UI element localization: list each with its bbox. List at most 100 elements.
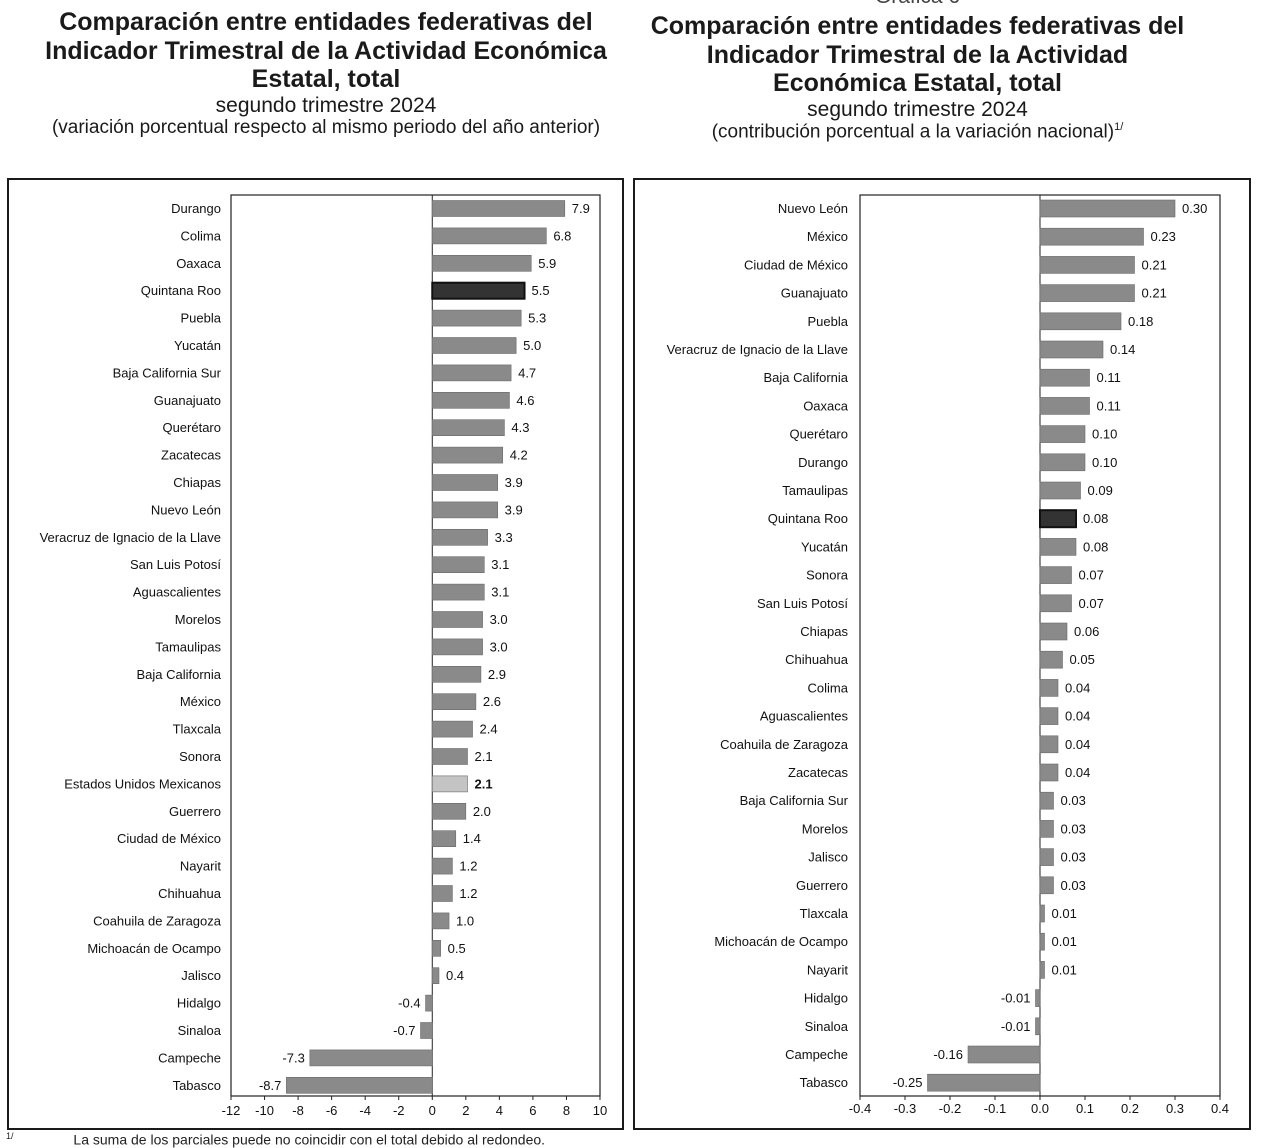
left-category-label-26: Coahuila de Zaragoza — [93, 913, 222, 928]
left-tick-label-8: 4 — [496, 1103, 503, 1118]
right-value-label-24: 0.03 — [1061, 878, 1086, 893]
right-category-label-1: México — [807, 229, 848, 244]
right-value-label-9: 0.10 — [1092, 455, 1117, 470]
right-bar-19 — [1039, 735, 1059, 754]
right-category-label-4: Puebla — [808, 314, 849, 329]
left-value-label-13: 3.1 — [491, 557, 509, 572]
left-value-label-14: 3.1 — [491, 585, 509, 600]
right-value-label-13: 0.07 — [1079, 568, 1104, 583]
right-bar-23 — [1039, 848, 1054, 866]
right-bar-3 — [1039, 284, 1135, 302]
footnote: 1/ La suma de los parciales puede no coi… — [6, 1131, 545, 1148]
left-bar-16 — [431, 638, 483, 656]
left-value-label-3: 5.5 — [532, 283, 550, 298]
left-category-label-27: Michoacán de Ocampo — [87, 941, 221, 956]
left-tick-label-0: -12 — [222, 1103, 241, 1118]
left-value-label-25: 1.2 — [459, 886, 477, 901]
right-category-label-0: Nuevo León — [778, 201, 848, 216]
left-value-label-21: 2.1 — [474, 776, 492, 791]
right-tick-label-8: 0.4 — [1211, 1101, 1229, 1116]
left-category-label-2: Oaxaca — [176, 256, 222, 271]
right-bar-27 — [1039, 961, 1045, 979]
left-bar-9 — [431, 446, 504, 464]
right-tick-label-3: -0.1 — [984, 1101, 1006, 1116]
left-category-label-25: Chihuahua — [158, 886, 222, 901]
left-value-label-4: 5.3 — [528, 311, 546, 326]
right-chart: -0.4 -0.3 -0.2 -0.1 0.0 0.1 0.2 0.3 0.4 Nuevo Leó… — [667, 194, 1229, 1116]
left-value-label-0: 7.9 — [572, 201, 590, 216]
left-value-label-30: -0.7 — [393, 1023, 415, 1038]
right-category-label-2: Ciudad de México — [744, 257, 848, 272]
right-bar-14 — [1039, 594, 1072, 613]
right-category-label-27: Nayarit — [807, 962, 849, 977]
right-bar-5 — [1039, 340, 1104, 359]
left-bar-27 — [431, 939, 441, 957]
left-chart-subtitle: segundo trimestre 2024 — [215, 93, 437, 117]
right-value-label-28: -0.01 — [1001, 991, 1031, 1006]
right-value-label-25: 0.01 — [1052, 906, 1077, 921]
left-bar-28 — [431, 967, 440, 985]
left-bar-17 — [431, 665, 482, 683]
right-category-label-10: Tamaulipas — [782, 483, 848, 498]
right-bar-1 — [1039, 227, 1144, 246]
left-bar-0 — [431, 200, 566, 217]
left-tick-label-10: 8 — [563, 1103, 570, 1118]
right-category-label-25: Tlaxcala — [800, 906, 849, 921]
left-category-label-30: Sinaloa — [178, 1023, 222, 1038]
right-category-label-28: Hidalgo — [804, 991, 848, 1006]
left-bar-14 — [431, 583, 485, 601]
left-value-label-17: 2.9 — [488, 667, 506, 682]
left-value-label-20: 2.1 — [474, 749, 492, 764]
right-category-label-15: Chiapas — [800, 624, 848, 639]
right-bar-18 — [1039, 707, 1059, 725]
left-category-label-24: Nayarit — [180, 859, 222, 874]
right-chart-note: (contribución porcentual a la variación … — [711, 121, 1124, 143]
left-bar-26 — [431, 912, 450, 930]
right-value-label-18: 0.04 — [1065, 709, 1090, 724]
right-value-label-27: 0.01 — [1052, 962, 1077, 977]
right-chart-subtitle: segundo trimestre 2024 — [807, 97, 1028, 121]
right-value-label-23: 0.03 — [1061, 850, 1086, 865]
left-tick-label-11: 10 — [593, 1103, 607, 1118]
left-category-label-12: Veracruz de Ignacio de la Llave — [40, 530, 221, 545]
left-value-label-12: 3.3 — [495, 530, 513, 545]
right-value-label-1: 0.23 — [1151, 229, 1176, 244]
left-bar-7 — [431, 391, 510, 409]
right-value-label-14: 0.07 — [1079, 596, 1104, 611]
left-category-label-22: Guerrero — [169, 804, 221, 819]
right-category-label-26: Michoacán de Ocampo — [714, 934, 848, 949]
left-value-label-9: 4.2 — [510, 448, 528, 463]
left-chart-frame — [7, 178, 624, 1130]
left-category-label-16: Tamaulipas — [155, 639, 221, 654]
right-value-label-5: 0.14 — [1110, 342, 1135, 357]
right-bar-31 — [927, 1073, 1041, 1092]
left-tick-label-2: -8 — [292, 1103, 304, 1118]
right-bar-8 — [1039, 425, 1086, 443]
right-category-label-11: Quintana Roo — [768, 511, 848, 526]
left-category-label-19: Tlaxcala — [173, 722, 222, 737]
right-bar-25 — [1039, 904, 1045, 923]
left-bar-2 — [431, 255, 532, 272]
left-category-label-28: Jalisco — [181, 968, 221, 983]
left-value-label-31: -7.3 — [282, 1050, 304, 1065]
right-chart-frame — [633, 178, 1251, 1130]
right-category-label-20: Zacatecas — [788, 765, 848, 780]
left-bar-1 — [431, 227, 547, 245]
right-tick-label-4: 0.0 — [1031, 1101, 1049, 1116]
left-bar-21 — [431, 775, 468, 793]
right-tick-label-0: -0.4 — [849, 1101, 871, 1116]
right-chart-heading-partial: Gráfica 6 — [640, 0, 1195, 12]
right-category-label-8: Querétaro — [789, 427, 848, 442]
left-value-label-27: 0.5 — [448, 941, 466, 956]
left-value-label-22: 2.0 — [473, 804, 491, 819]
right-category-label-5: Veracruz de Ignacio de la Llave — [667, 342, 848, 357]
right-value-label-12: 0.08 — [1083, 539, 1108, 554]
left-tick-label-3: -6 — [326, 1103, 338, 1118]
right-bar-24 — [1039, 876, 1054, 895]
right-value-label-6: 0.11 — [1097, 370, 1121, 385]
right-value-label-11: 0.08 — [1083, 511, 1108, 526]
left-value-label-29: -0.4 — [398, 996, 420, 1011]
left-value-label-6: 4.7 — [518, 365, 536, 380]
right-bar-12 — [1039, 538, 1077, 556]
left-category-label-8: Querétaro — [162, 420, 221, 435]
